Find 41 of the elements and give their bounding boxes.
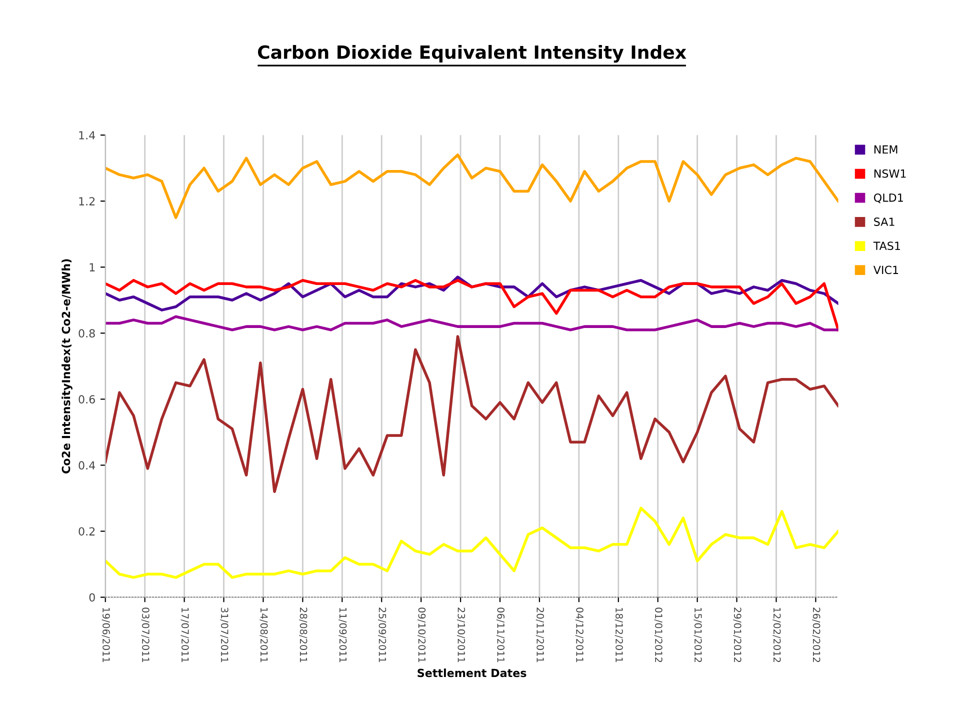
x-tick-label: 25/09/2011 [378, 608, 386, 662]
line-series [105, 278, 838, 332]
x-tick-label: 26/02/2012 [812, 608, 820, 662]
x-tick-label: 28/08/2011 [299, 608, 308, 662]
x-tick-label: 06/11/2011 [496, 608, 505, 662]
x-tick-label: 20/11/2011 [536, 608, 544, 662]
chart-title: Carbon Dioxide Equivalent Intensity Index [258, 44, 686, 63]
y-tick-label: 1.2 [79, 197, 95, 206]
y-tick-label: 0.2 [78, 527, 95, 536]
legend-label: NEM [874, 145, 898, 154]
x-tick-label: 19/06/2011 [102, 608, 110, 662]
line-series [105, 154, 838, 220]
x-axis-title: Settlement Dates [418, 668, 526, 678]
x-tick-label: 17/07/2011 [180, 608, 189, 662]
x-tick-label: 03/07/2011 [141, 608, 150, 662]
line-series [105, 335, 838, 493]
x-tick-label: 11/09/2011 [338, 608, 347, 662]
legend-label: VIC1 [873, 266, 898, 274]
x-tick-label: 14/08/2011 [260, 608, 268, 662]
y-tick-label: 0.8 [78, 329, 95, 338]
x-tick-label: 01/01/2012 [654, 608, 662, 662]
legend-label: NSW1 [874, 169, 906, 178]
legend-label: SA1 [874, 218, 894, 226]
line-series [105, 315, 838, 332]
x-tick-label: 15/01/2012 [694, 608, 702, 662]
legend-label: QLD1 [874, 193, 903, 204]
x-tick-label: 18/12/2011 [614, 608, 623, 662]
x-tick-label: 09/10/2011 [417, 608, 426, 662]
y-tick-label: 1.4 [79, 131, 96, 140]
x-tick-label: 12/02/2012 [772, 608, 781, 662]
line-series [105, 506, 838, 579]
x-tick-label: 04/12/2011 [575, 608, 584, 662]
y-axis-title: Co2e IntensityIndex(t Co2-e/MWh) [62, 259, 72, 474]
x-tick-label: 23/10/2011 [456, 608, 466, 662]
y-tick-label: 1 [90, 263, 95, 272]
y-tick-label: 0 [89, 593, 95, 602]
x-tick-label: 31/07/2011 [220, 608, 228, 662]
x-tick-label: 29/01/2012 [733, 608, 742, 662]
y-tick-label: 0.6 [78, 395, 95, 404]
y-tick-label: 0.4 [78, 461, 96, 470]
legend-label: TAS1 [873, 242, 900, 250]
